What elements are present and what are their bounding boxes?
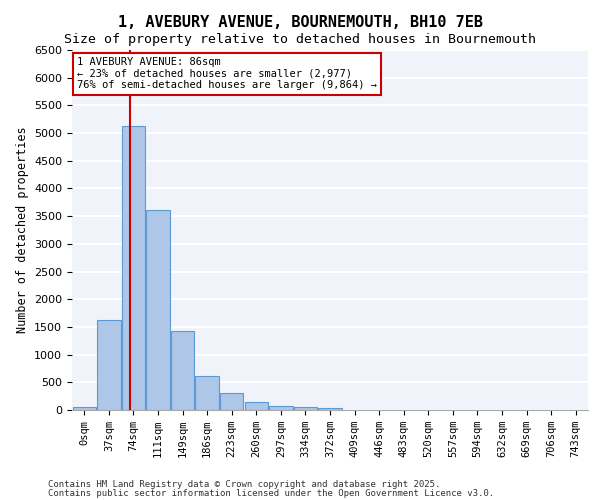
Bar: [146, 210, 170, 410]
Y-axis label: Number of detached properties: Number of detached properties: [16, 126, 29, 334]
Bar: [73, 406, 96, 410]
Bar: [294, 407, 317, 410]
Bar: [319, 408, 341, 410]
Bar: [171, 331, 194, 410]
Bar: [196, 376, 219, 410]
Bar: [245, 402, 268, 410]
Bar: [97, 320, 121, 410]
Text: Contains public sector information licensed under the Open Government Licence v3: Contains public sector information licen…: [48, 488, 494, 498]
Bar: [269, 406, 293, 410]
Text: Size of property relative to detached houses in Bournemouth: Size of property relative to detached ho…: [64, 32, 536, 46]
Bar: [220, 393, 244, 410]
Text: 1, AVEBURY AVENUE, BOURNEMOUTH, BH10 7EB: 1, AVEBURY AVENUE, BOURNEMOUTH, BH10 7EB: [118, 15, 482, 30]
Text: 1 AVEBURY AVENUE: 86sqm
← 23% of detached houses are smaller (2,977)
76% of semi: 1 AVEBURY AVENUE: 86sqm ← 23% of detache…: [77, 57, 377, 90]
Text: Contains HM Land Registry data © Crown copyright and database right 2025.: Contains HM Land Registry data © Crown c…: [48, 480, 440, 489]
Bar: [122, 126, 145, 410]
